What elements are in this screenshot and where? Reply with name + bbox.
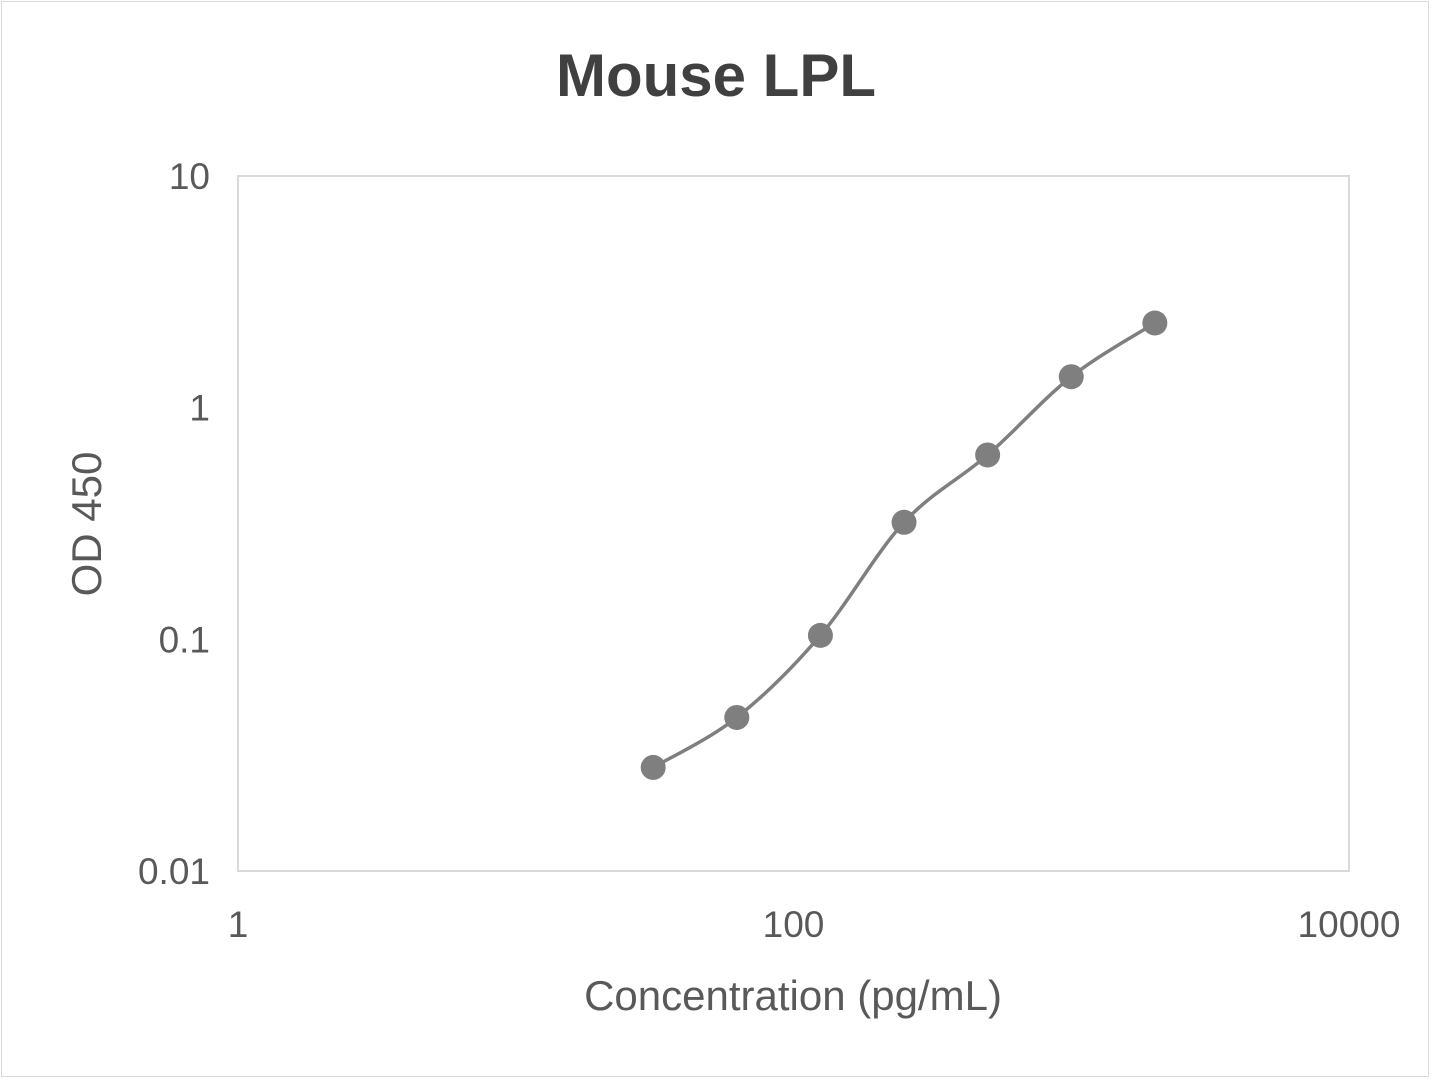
data-point bbox=[807, 622, 833, 648]
data-point bbox=[975, 442, 1001, 468]
y-tick-label: 10 bbox=[169, 156, 210, 197]
x-axis-label: Concentration (pg/mL) bbox=[584, 972, 1002, 1019]
x-tick-label: 100 bbox=[763, 904, 825, 945]
y-tick-label: 0.01 bbox=[138, 851, 210, 892]
x-tick-label: 10000 bbox=[1298, 904, 1401, 945]
y-tick-label: 1 bbox=[189, 388, 210, 429]
x-tick-label: 1 bbox=[228, 904, 249, 945]
series-line bbox=[652, 321, 1156, 769]
data-point bbox=[1142, 310, 1168, 336]
data-point bbox=[724, 704, 750, 730]
data-point bbox=[891, 509, 917, 535]
y-axis-label: OD 450 bbox=[63, 452, 110, 597]
chart-title: Mouse LPL bbox=[556, 42, 876, 109]
data-point bbox=[1058, 364, 1084, 390]
y-tick-label: 0.1 bbox=[159, 619, 210, 660]
data-point bbox=[640, 754, 666, 780]
plot-area bbox=[237, 175, 1350, 872]
